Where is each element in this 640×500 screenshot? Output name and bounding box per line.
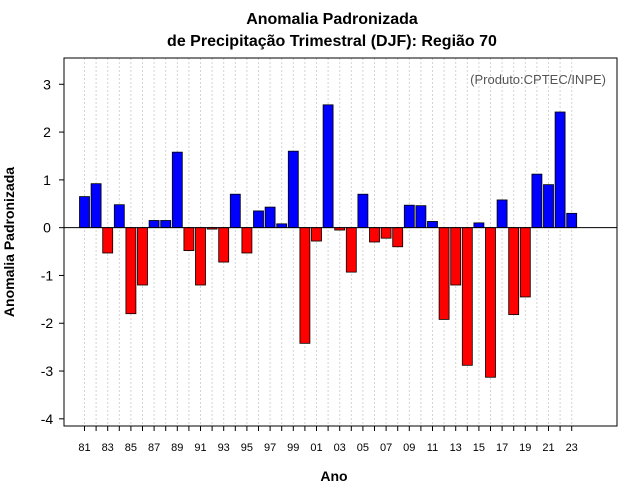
bar-91	[195, 227, 206, 286]
x-tick-label: 87	[148, 442, 160, 454]
x-tick-label: 97	[264, 442, 276, 454]
bar-16	[485, 227, 496, 378]
bar-19	[519, 227, 531, 298]
bar-22	[554, 111, 566, 229]
bar-15	[473, 222, 485, 229]
plot-frame	[63, 57, 618, 427]
bar-09	[403, 204, 415, 229]
x-tick-label: 07	[380, 442, 392, 454]
bar-11	[427, 221, 438, 229]
y-tick-label: -3	[41, 363, 54, 379]
chart-title-line-2: de Precipitação Trimestral (DJF): Região…	[167, 33, 497, 50]
bar-81	[79, 196, 90, 229]
x-tick-label: 09	[403, 442, 415, 454]
bar-87	[148, 220, 160, 229]
bar-23	[566, 212, 578, 229]
x-tick-label: 93	[218, 442, 230, 454]
bar-85	[125, 227, 137, 315]
bar-10	[415, 205, 427, 229]
y-tick-label: 3	[43, 76, 51, 92]
bar-93	[218, 227, 230, 263]
bar-04	[345, 227, 357, 273]
y-tick-label: 2	[43, 124, 51, 140]
bar-86	[137, 227, 148, 286]
x-tick-label: 89	[171, 442, 183, 454]
y-tick-label: -1	[41, 267, 54, 283]
y-tick-label: 0	[43, 220, 51, 236]
bar-82	[90, 183, 102, 229]
y-axis: 3 2 1 0 -1 -2 -3 -4	[41, 76, 64, 427]
credit-text: (Produto:CPTEC/INPE)	[470, 72, 606, 87]
bar-90	[183, 227, 195, 252]
bar-06	[369, 227, 380, 243]
x-tick-label: 01	[310, 442, 322, 454]
bar-18	[508, 227, 520, 316]
bar-84	[113, 204, 125, 229]
bar-02	[322, 104, 334, 229]
x-axis-title: Ano	[320, 468, 347, 484]
bar-94	[229, 193, 241, 229]
x-tick-label: 95	[241, 442, 253, 454]
bar-89	[171, 151, 183, 229]
x-tick-label: 17	[496, 442, 508, 454]
bar-83	[102, 227, 114, 254]
bar-00	[299, 227, 311, 344]
bar-12	[438, 227, 450, 320]
x-tick-label: 11	[427, 442, 438, 454]
y-tick-label: -2	[41, 315, 54, 331]
bar-99	[287, 150, 299, 229]
bar-95	[241, 227, 253, 254]
y-axis-title: Anomalia Padronizada	[1, 167, 17, 317]
x-tick-label: 85	[125, 442, 137, 454]
bar-21	[543, 184, 554, 229]
bar-98	[276, 223, 288, 229]
x-tick-label: 23	[566, 442, 578, 454]
x-axis: 81 83 85 87 89 91 93 95 97 99 01 03 05 07 09 11 13 15 17 19…	[78, 426, 578, 454]
x-tick-label: 91	[194, 442, 206, 454]
bar-08	[392, 227, 404, 248]
x-tick-label: 19	[519, 442, 531, 454]
y-tick-label: 1	[43, 172, 51, 188]
bar-96	[253, 210, 264, 229]
bar-14	[461, 227, 473, 366]
bar-07	[380, 227, 392, 239]
x-tick-label: 15	[473, 442, 485, 454]
x-tick-label: 13	[450, 442, 462, 454]
bar-97	[264, 206, 276, 229]
x-tick-label: 83	[102, 442, 114, 454]
bar-88	[160, 220, 172, 229]
x-tick-label: 99	[287, 442, 299, 454]
bar-05	[357, 193, 369, 229]
y-tick-label: -4	[41, 411, 54, 427]
x-tick-label: 21	[542, 442, 554, 454]
bar-17	[496, 199, 508, 229]
x-tick-label: 05	[357, 442, 369, 454]
x-tick-label: 03	[334, 442, 346, 454]
bar-01	[311, 227, 322, 242]
chart-title-line-1: Anomalia Padronizada	[246, 11, 418, 28]
bar-20	[531, 173, 543, 229]
x-tick-label: 81	[78, 442, 90, 454]
bars	[79, 104, 578, 378]
bar-13	[450, 227, 462, 286]
